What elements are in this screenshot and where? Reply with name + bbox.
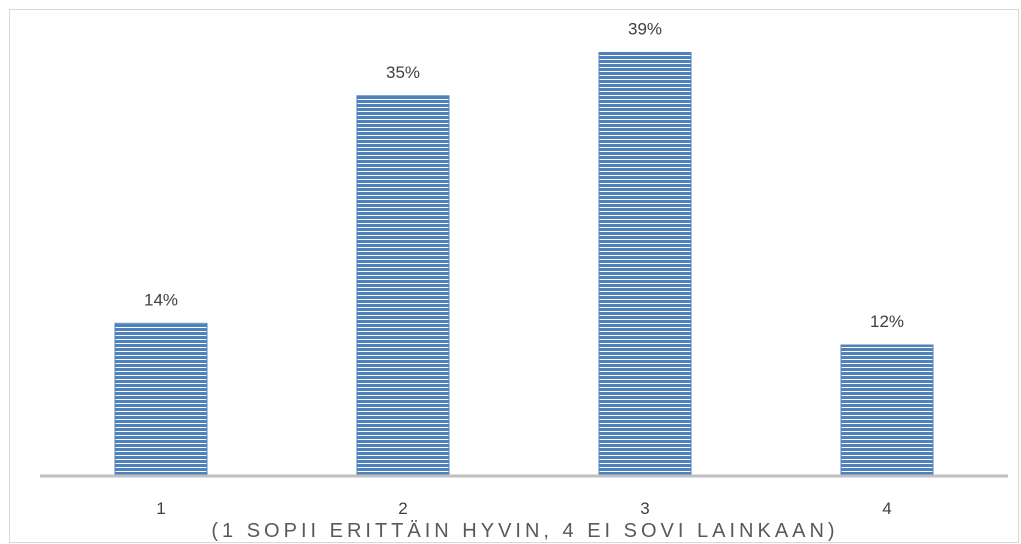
x-tick-label-1: 1 xyxy=(156,499,165,518)
x-tick-label-2: 2 xyxy=(398,499,407,518)
x-axis-title: (1 SOPII ERITTÄIN HYVIN, 4 EI SOVI LAINK… xyxy=(211,520,838,542)
x-tick-label-4: 4 xyxy=(882,499,891,518)
x-tick-label-3: 3 xyxy=(640,499,649,518)
data-label-3: 39% xyxy=(628,20,662,39)
bar-3 xyxy=(598,52,692,476)
data-label-4: 12% xyxy=(870,312,904,331)
data-label-2: 35% xyxy=(386,63,420,82)
bar-2 xyxy=(356,95,450,476)
data-label-1: 14% xyxy=(144,290,178,309)
bars-group xyxy=(114,52,934,476)
bar-1 xyxy=(114,322,208,476)
bar-4 xyxy=(840,344,934,476)
labels-group: 14% 1 35% 2 39% 3 12% 4 xyxy=(144,20,904,519)
